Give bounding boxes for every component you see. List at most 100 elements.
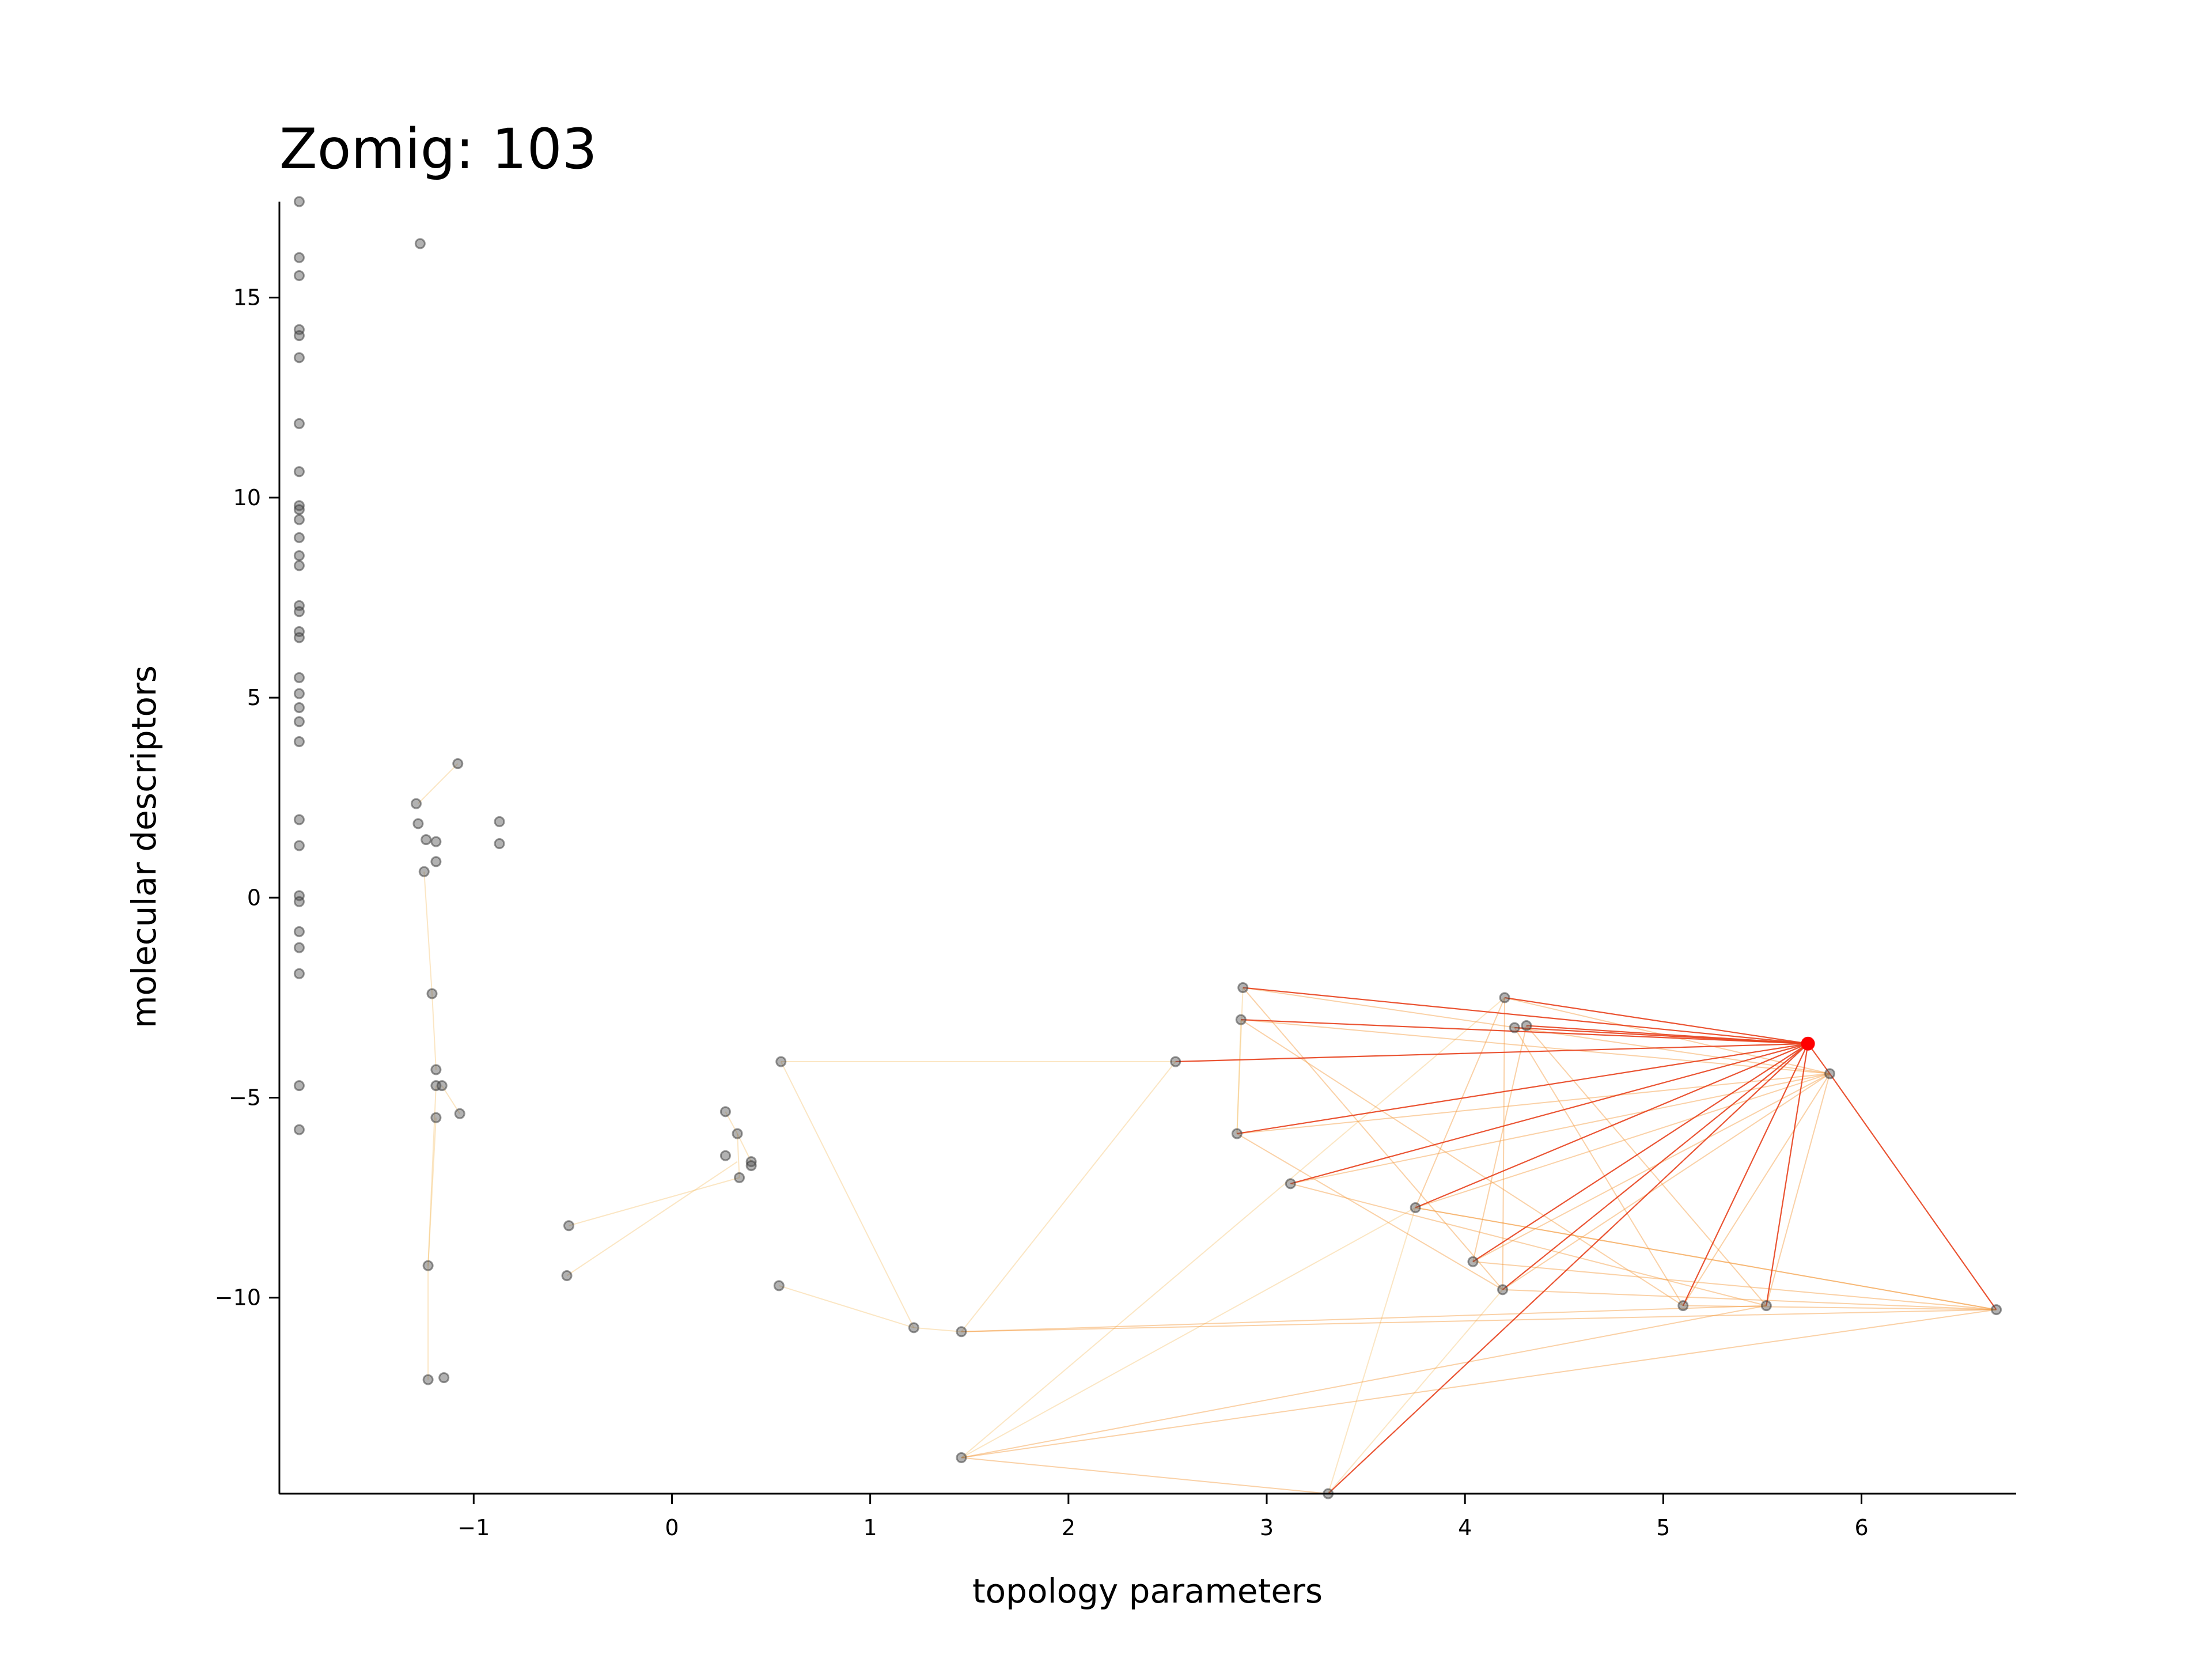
- data-point: [1677, 1300, 1689, 1312]
- data-point: [1235, 1014, 1247, 1025]
- data-point: [1760, 1300, 1772, 1312]
- y-tick-label: −10: [215, 1285, 261, 1310]
- data-point: [293, 330, 305, 342]
- data-point: [293, 688, 305, 699]
- data-point: [1509, 1022, 1520, 1033]
- edge-faint: [1236, 1020, 1242, 1134]
- data-point: [418, 866, 430, 877]
- data-point: [908, 1322, 919, 1334]
- data-point: [1410, 1202, 1421, 1213]
- data-point: [719, 1150, 731, 1161]
- edge-faint: [961, 1061, 1176, 1332]
- data-point: [410, 798, 422, 809]
- data-point: [452, 758, 464, 770]
- y-axis-label: molecular descriptors: [124, 665, 164, 1028]
- edge-secondary: [1502, 1073, 1831, 1290]
- data-point: [293, 196, 305, 207]
- points-layer: [293, 196, 2002, 1499]
- data-point: [773, 1280, 785, 1291]
- data-point: [293, 514, 305, 525]
- edge-secondary: [961, 1309, 1997, 1459]
- edge-secondary: [961, 1309, 1997, 1332]
- edge-faint: [427, 1118, 437, 1266]
- data-point: [293, 532, 305, 543]
- data-point: [293, 466, 305, 478]
- data-point: [414, 238, 426, 249]
- data-point: [293, 926, 305, 937]
- data-point: [293, 252, 305, 263]
- x-tick-label: 4: [1458, 1515, 1472, 1540]
- data-point: [430, 856, 442, 868]
- edge-primary: [1504, 997, 1808, 1044]
- x-tick-label: 2: [1062, 1515, 1075, 1540]
- data-point: [293, 270, 305, 281]
- edge-secondary: [1237, 1073, 1830, 1135]
- edge-primary: [1241, 1019, 1808, 1044]
- edge-secondary: [1526, 1025, 1767, 1306]
- data-point: [293, 504, 305, 516]
- data-point: [719, 1106, 731, 1118]
- data-point: [1285, 1178, 1296, 1190]
- data-point: [436, 1080, 448, 1092]
- data-point: [293, 716, 305, 728]
- data-point: [422, 1374, 434, 1385]
- edge-primary: [1327, 1043, 1809, 1494]
- x-tick-label: 1: [863, 1515, 877, 1540]
- edge-primary: [1415, 1043, 1809, 1209]
- data-point: [438, 1372, 450, 1384]
- edge-secondary: [961, 1457, 1328, 1494]
- edge-secondary: [961, 1305, 1767, 1459]
- edge-faint: [779, 1285, 914, 1328]
- edge-primary: [1243, 987, 1808, 1044]
- y-tick-label: 15: [233, 285, 261, 310]
- edge-secondary: [1415, 997, 1505, 1208]
- data-point: [494, 816, 505, 827]
- data-point: [426, 988, 438, 999]
- edge-secondary: [1766, 1073, 1831, 1306]
- data-point: [412, 818, 424, 830]
- data-point: [293, 968, 305, 979]
- data-point: [733, 1172, 745, 1183]
- data-point: [956, 1452, 967, 1464]
- data-point: [732, 1128, 743, 1139]
- data-point: [293, 606, 305, 618]
- y-ticks: −10 −5 0 5 10 15: [215, 285, 279, 1310]
- edge-faint: [569, 1177, 740, 1226]
- edge-faint: [961, 1207, 1416, 1459]
- edge-faint: [961, 997, 1505, 1459]
- edge-secondary: [1472, 1025, 1527, 1262]
- y-tick-label: −5: [229, 1085, 261, 1111]
- edge-secondary: [1236, 1133, 1503, 1290]
- chart-title: Zomig: 103: [279, 117, 597, 181]
- data-point: [293, 814, 305, 825]
- x-tick-label: 0: [665, 1515, 679, 1540]
- data-point: [293, 418, 305, 429]
- data-point: [1521, 1020, 1532, 1032]
- edge-primary: [1682, 1043, 1809, 1306]
- data-point: [293, 896, 305, 907]
- x-tick-label: −1: [457, 1515, 490, 1540]
- y-tick-label: 0: [247, 885, 261, 910]
- data-point: [421, 834, 432, 846]
- edge-faint: [780, 1061, 915, 1328]
- edge-primary: [1472, 1043, 1809, 1263]
- data-point: [561, 1270, 573, 1282]
- data-point: [293, 632, 305, 643]
- edge-faint: [1236, 987, 1244, 1134]
- x-tick-label: 3: [1260, 1515, 1274, 1540]
- data-point: [430, 1064, 442, 1075]
- edge-faint: [441, 1085, 461, 1114]
- edge-faint: [1327, 1289, 1503, 1494]
- edge-secondary: [1290, 1073, 1830, 1184]
- data-point: [422, 1260, 434, 1271]
- edge-secondary: [1502, 1289, 1997, 1310]
- edge-secondary: [1240, 1019, 1684, 1306]
- edge-secondary: [1472, 1073, 1830, 1263]
- data-point: [430, 836, 442, 847]
- edge-primary: [1766, 1043, 1809, 1306]
- data-point: [1467, 1256, 1479, 1267]
- edge-faint: [427, 1085, 437, 1266]
- data-point: [454, 1108, 465, 1119]
